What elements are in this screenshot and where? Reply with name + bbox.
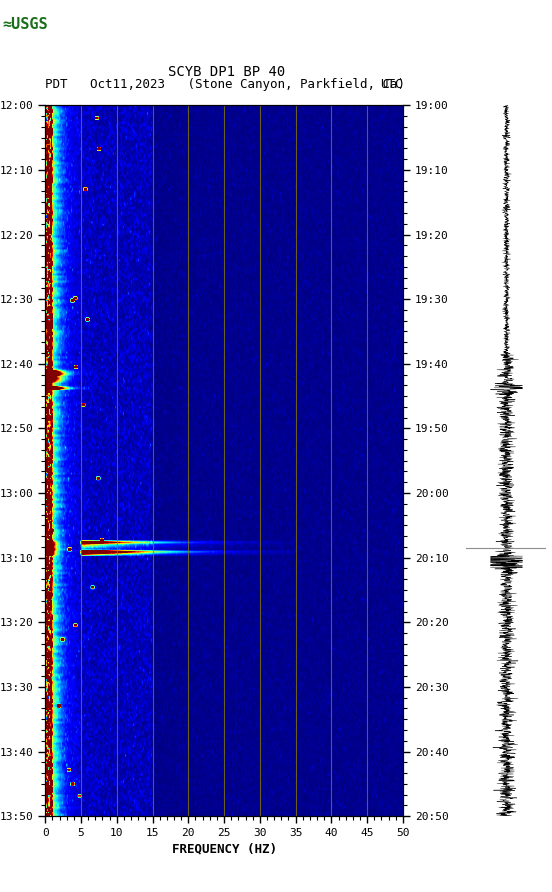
Text: SCYB DP1 BP 40: SCYB DP1 BP 40 [168,65,285,79]
Text: UTC: UTC [380,78,403,91]
X-axis label: FREQUENCY (HZ): FREQUENCY (HZ) [172,842,277,855]
Text: PDT   Oct11,2023   (Stone Canyon, Parkfield, Ca): PDT Oct11,2023 (Stone Canyon, Parkfield,… [45,78,405,91]
Text: ≈USGS: ≈USGS [3,18,49,32]
